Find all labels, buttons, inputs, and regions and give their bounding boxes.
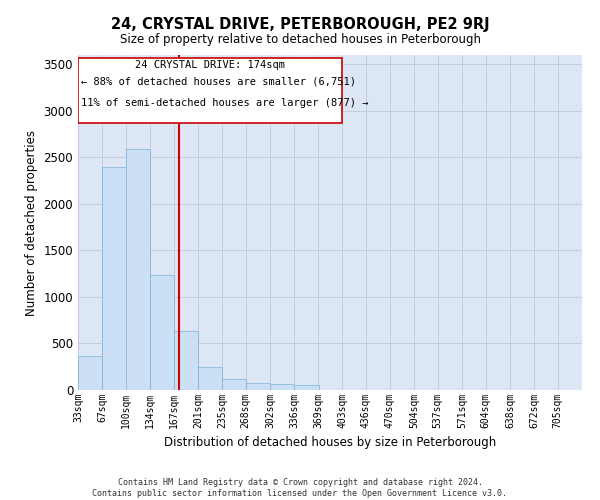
Text: Size of property relative to detached houses in Peterborough: Size of property relative to detached ho… [119,32,481,46]
Text: 24 CRYSTAL DRIVE: 174sqm: 24 CRYSTAL DRIVE: 174sqm [135,60,285,70]
X-axis label: Distribution of detached houses by size in Peterborough: Distribution of detached houses by size … [164,436,496,450]
Bar [78,356,102,390]
Bar [198,366,222,390]
Bar [270,384,295,390]
Text: 11% of semi-detached houses are larger (877) →: 11% of semi-detached houses are larger (… [81,98,368,108]
Bar [295,386,319,390]
Bar [173,332,198,390]
Bar [222,379,247,390]
Bar [102,166,127,390]
Bar [246,384,270,390]
Y-axis label: Number of detached properties: Number of detached properties [25,130,38,316]
FancyBboxPatch shape [78,58,342,123]
Text: ← 88% of detached houses are smaller (6,751): ← 88% of detached houses are smaller (6,… [81,76,356,86]
Bar [126,149,150,390]
Text: Contains HM Land Registry data © Crown copyright and database right 2024.
Contai: Contains HM Land Registry data © Crown c… [92,478,508,498]
Bar [150,274,175,390]
Text: 24, CRYSTAL DRIVE, PETERBOROUGH, PE2 9RJ: 24, CRYSTAL DRIVE, PETERBOROUGH, PE2 9RJ [110,18,490,32]
